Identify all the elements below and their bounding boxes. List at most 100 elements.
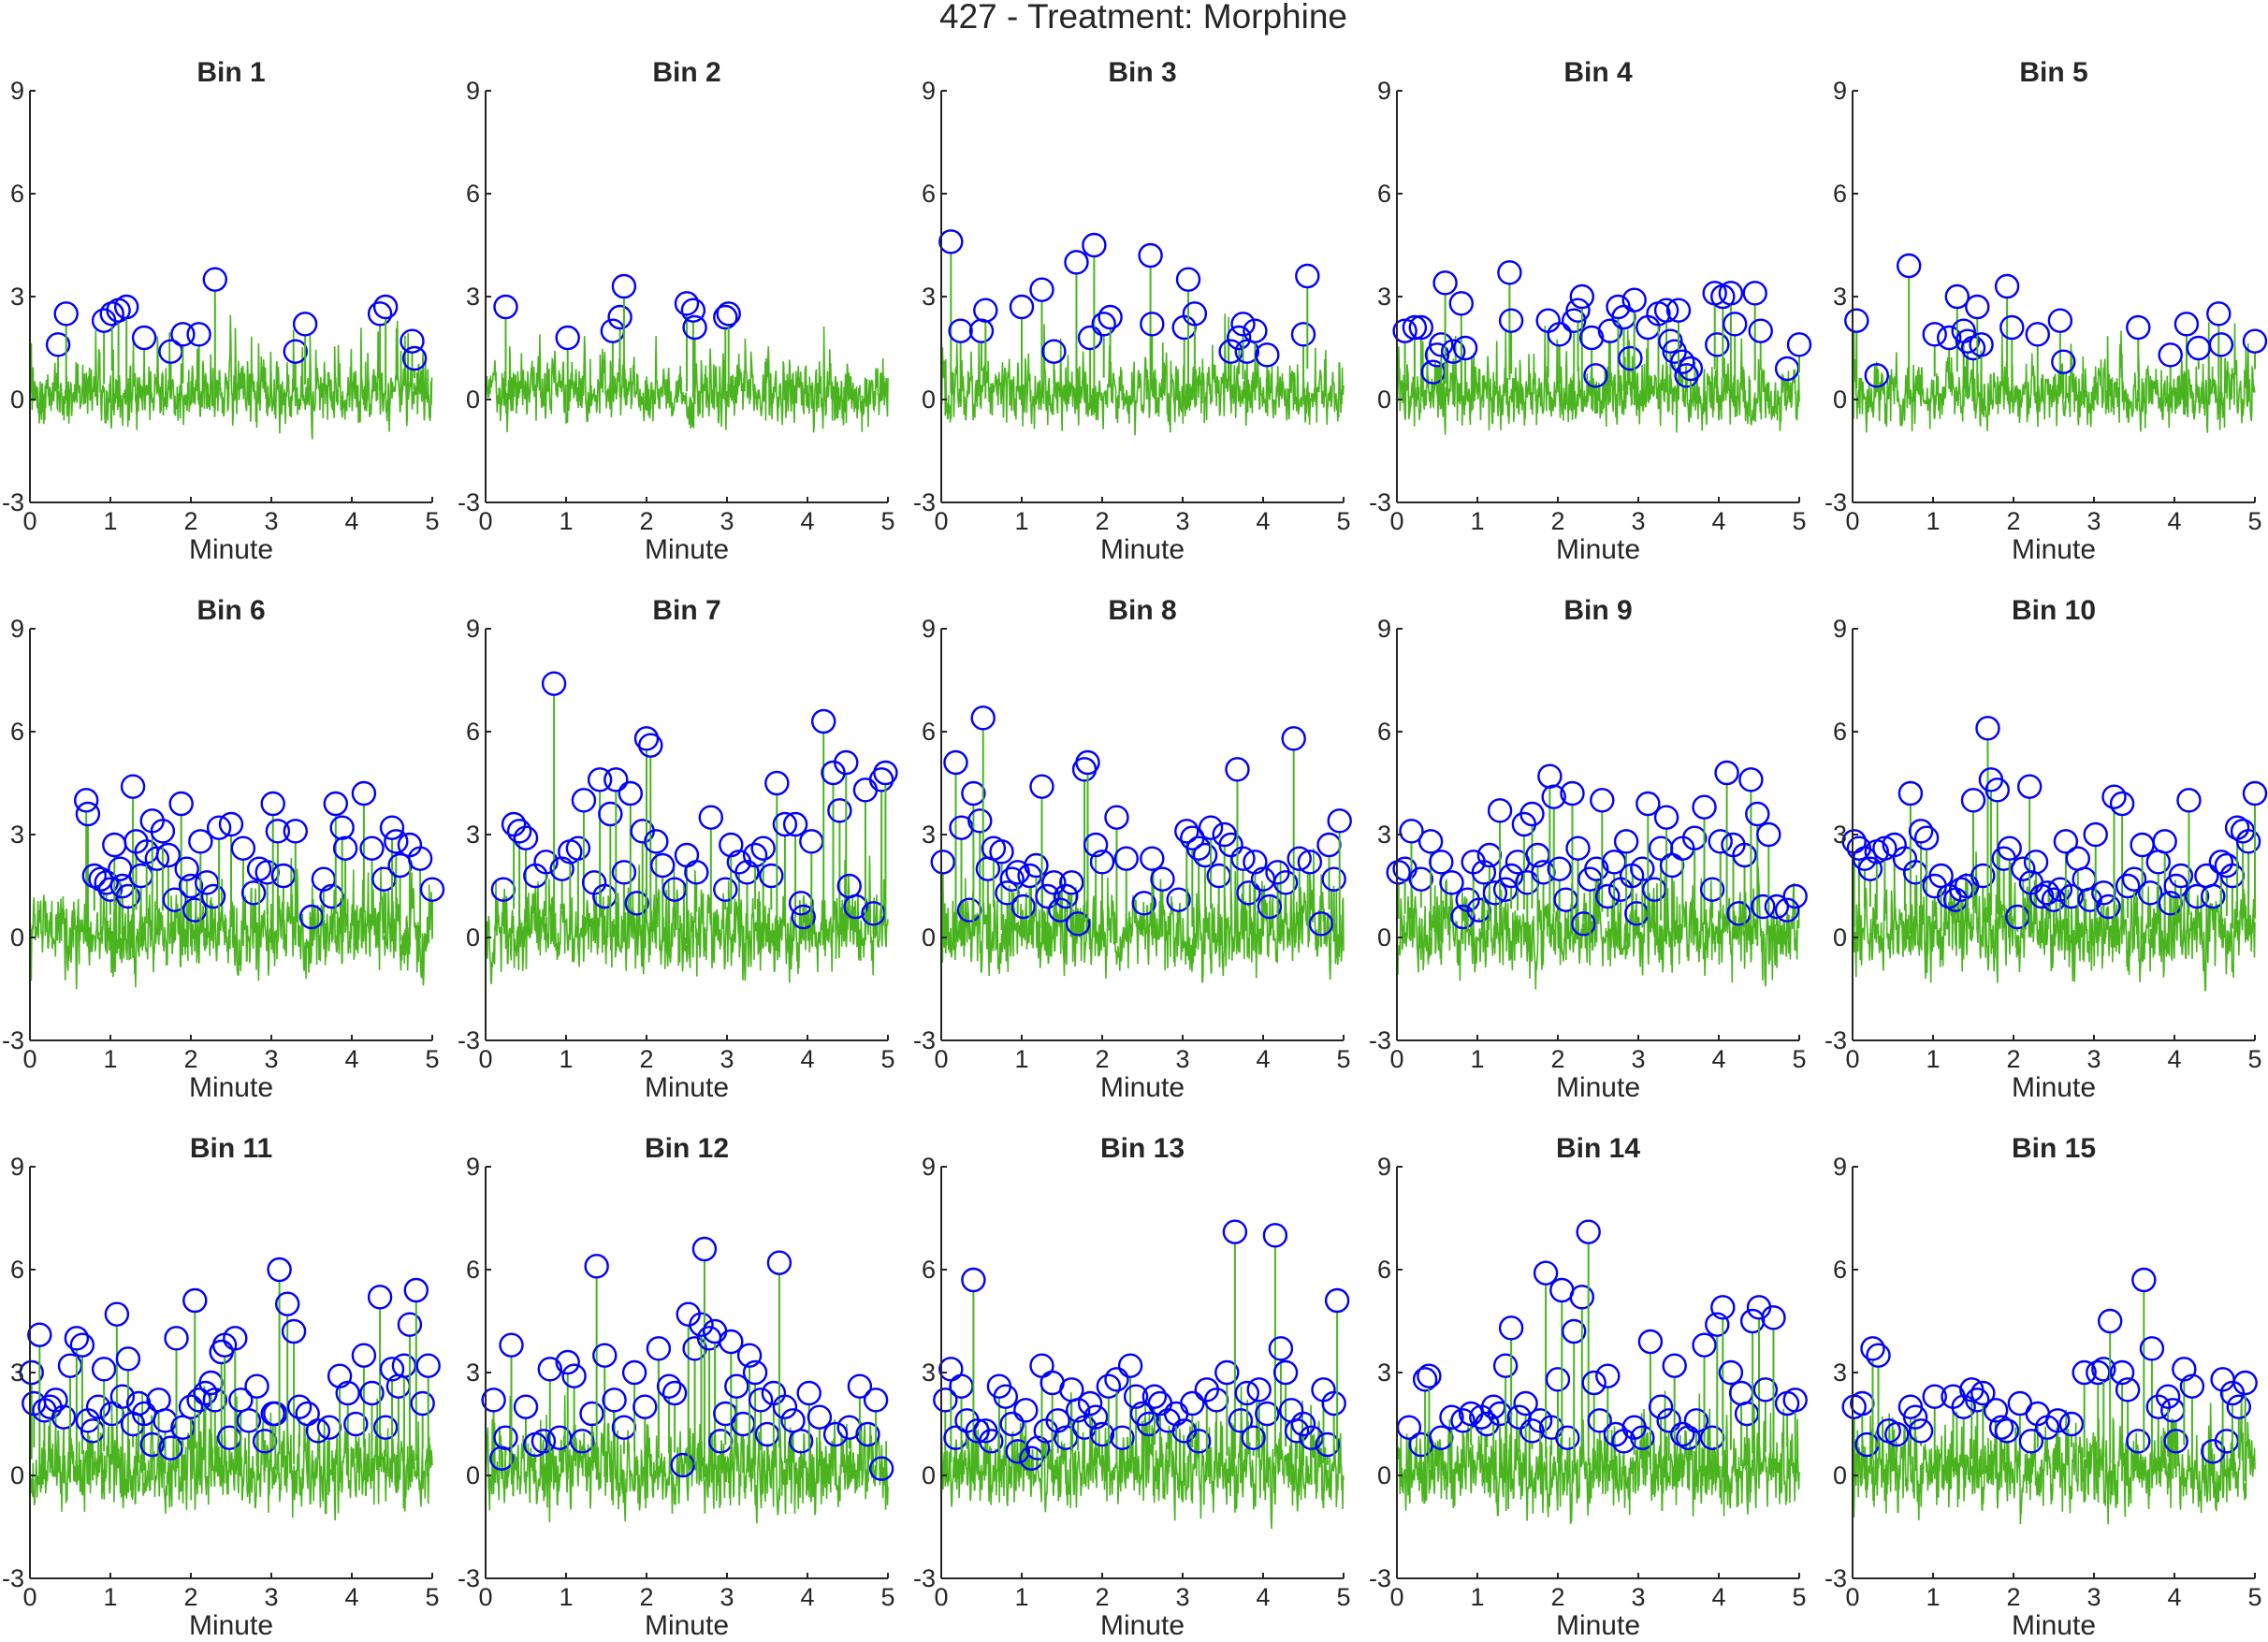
peak-marker [1083, 1404, 1109, 1430]
peak-marker [843, 894, 868, 920]
peak-marker [1560, 780, 1585, 806]
peak-marker [1884, 1421, 1910, 1447]
x-tick-label: 4 [800, 1045, 814, 1073]
peak-marker [549, 856, 574, 881]
peak-marker [1653, 298, 1679, 323]
y-tick-label: 9 [1833, 1153, 1847, 1181]
peak-marker [1985, 777, 2011, 803]
x-tick-label: 3 [264, 1045, 278, 1073]
peak-marker [1908, 819, 1934, 844]
peak-marker [555, 325, 580, 351]
peak-marker [1308, 911, 1334, 937]
peak-marker [1035, 883, 1060, 909]
peak-marker [1541, 784, 1566, 809]
peak-marker [1547, 322, 1572, 347]
peak-marker [1764, 894, 1790, 920]
y-tick-label: 6 [922, 1256, 936, 1284]
x-tick-label: 0 [1389, 507, 1403, 535]
x-tick-label: 4 [1256, 1583, 1270, 1611]
x-tick-label: 0 [1389, 1045, 1403, 1073]
peak-marker [323, 791, 348, 817]
peak-marker [1745, 801, 1770, 827]
peak-marker [1710, 1295, 1736, 1320]
x-axis-label: Minute [2012, 1072, 2096, 1103]
peak-marker [766, 1250, 792, 1275]
peak-marker [961, 780, 986, 806]
peak-marker [1440, 339, 1466, 364]
x-tick-label: 5 [425, 507, 439, 535]
x-axis-label: Minute [1556, 1072, 1640, 1103]
y-tick-label: 9 [10, 615, 24, 643]
peak-marker [1284, 1418, 1310, 1444]
peak-marker [2160, 1398, 2186, 1423]
peak-marker [1315, 1431, 1341, 1458]
peak-marker [2115, 873, 2141, 899]
y-tick-label: 9 [1833, 77, 1847, 105]
x-tick-label: 5 [1336, 1583, 1350, 1611]
peak-marker [719, 1329, 744, 1355]
peak-marker [2131, 1267, 2157, 1293]
peak-marker [2235, 829, 2261, 854]
peak-marker [611, 273, 637, 299]
x-tick-label: 3 [1631, 507, 1645, 535]
y-tick-label: -3 [1825, 488, 1847, 516]
peak-marker [1748, 318, 1773, 343]
peak-marker [1555, 1425, 1580, 1450]
peak-marker [1587, 1408, 1612, 1433]
x-tick-label: 1 [1470, 1583, 1484, 1611]
peak-marker [1408, 314, 1434, 341]
peak-marker [1636, 791, 1661, 817]
peak-marker [1075, 749, 1100, 776]
x-tick-label: 2 [2006, 1045, 2020, 1073]
y-tick-label: 0 [1377, 923, 1391, 952]
peak-marker [144, 846, 170, 871]
peak-marker [2097, 1308, 2123, 1334]
x-tick-label: 5 [1792, 507, 1806, 535]
peak-marker [579, 1401, 604, 1427]
x-axis-label: Minute [189, 1072, 273, 1103]
peak-marker [1674, 363, 1699, 388]
peak-marker [973, 298, 998, 323]
peak-marker [742, 842, 768, 868]
x-axis-label: Minute [645, 1610, 729, 1641]
peak-marker [2174, 312, 2200, 337]
peak-marker [236, 1408, 262, 1433]
peak-marker [513, 825, 539, 850]
peak-marker [27, 1322, 52, 1347]
x-axis-label: Minute [2012, 1610, 2096, 1641]
x-axis-label: Minute [1100, 534, 1185, 565]
peak-marker [713, 877, 738, 902]
peak-marker [1230, 846, 1256, 871]
peak-marker [2065, 846, 2091, 871]
y-tick-label: 3 [1833, 821, 1847, 849]
peak-marker [188, 829, 213, 854]
signal-trace [29, 857, 433, 990]
peak-marker [343, 1411, 369, 1437]
peak-marker [2028, 883, 2055, 909]
x-tick-label: 0 [22, 507, 36, 535]
x-tick-label: 0 [1845, 1045, 1859, 1073]
peak-marker [1603, 1421, 1629, 1447]
x-tick-label: 0 [934, 1045, 948, 1073]
y-tick-label: 3 [466, 821, 480, 849]
x-tick-label: 3 [2086, 507, 2101, 535]
peak-marker [1681, 825, 1708, 850]
subplot-title: Bin 3 [1108, 57, 1176, 88]
peak-marker [1994, 273, 2020, 299]
peak-marker [1857, 856, 1883, 881]
peak-marker [2101, 784, 2127, 809]
y-tick-label: 3 [922, 283, 936, 311]
x-tick-label: 3 [720, 1583, 734, 1611]
peak-marker [379, 1357, 405, 1382]
peak-marker [1417, 1363, 1442, 1388]
peak-marker [499, 1332, 524, 1358]
peak-marker [1230, 312, 1256, 337]
peak-marker [2109, 1359, 2135, 1386]
x-tick-label: 0 [478, 507, 492, 535]
x-tick-label: 2 [639, 1045, 653, 1073]
peak-marker [1117, 1353, 1143, 1378]
peak-marker [999, 1411, 1025, 1437]
